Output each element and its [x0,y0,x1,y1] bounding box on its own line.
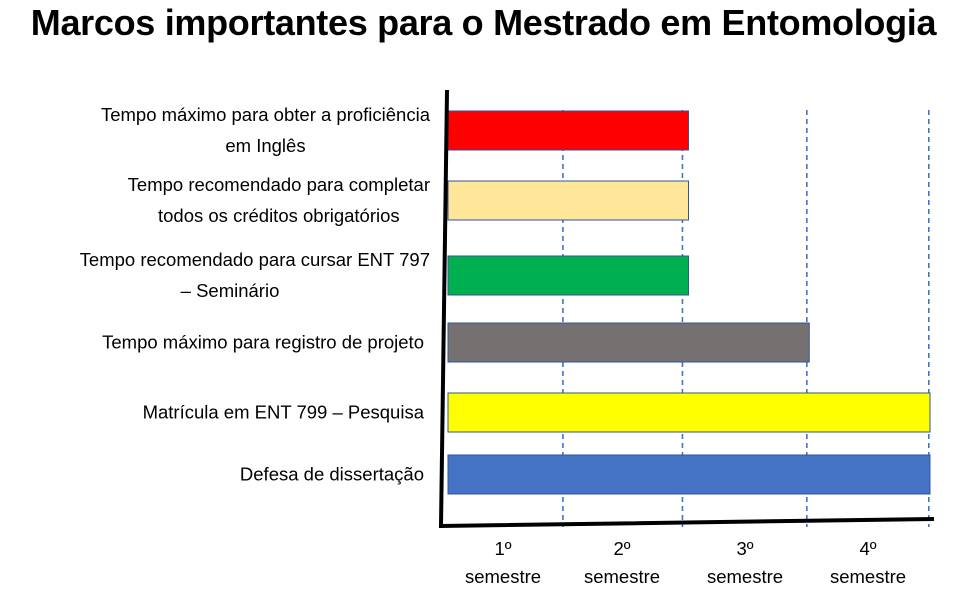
category-label-1: Tempo máximo para obter a proficiência em… [101,104,431,156]
x-tick-label-1-line-1: 1º [494,538,511,559]
category-label-3-line-1: Tempo recomendado para cursar ENT 797 [80,249,430,270]
y-axis-line [438,89,450,529]
x-tick-label-3-line-2: semestre [707,566,783,587]
grid-lines [562,110,930,527]
x-tick-label-3: 3º semestre [707,538,783,587]
page-title: Marcos importantes para o Mestrado em En… [30,2,937,43]
category-label-1-line-2: em Inglês [225,135,305,156]
x-tick-labels: 1º semestre 2º semestre 3º semestre 4º semestre [465,538,906,587]
category-label-5-line-1: Matrícula em ENT 799 – Pesquisa [143,402,425,423]
category-label-6: Defesa de dissertação [240,464,424,485]
category-label-4: Tempo máximo para registro de projeto [102,332,424,353]
x-tick-label-2: 2º semestre [584,538,660,587]
category-label-5: Matrícula em ENT 799 – Pesquisa [143,402,425,423]
bars [447,110,931,495]
bar-6 [447,454,931,495]
bar-5 [447,392,931,433]
x-tick-label-4: 4º semestre [830,538,906,587]
category-label-1-line-1: Tempo máximo para obter a proficiência [101,104,431,125]
category-label-3-line-2: – Seminário [181,280,280,301]
bar-1 [447,110,689,151]
x-tick-label-2-line-2: semestre [584,566,660,587]
category-label-2-line-2: todos os créditos obrigatórios [158,205,400,226]
x-axis-line [438,516,935,529]
category-label-3: Tempo recomendado para cursar ENT 797 – S… [80,249,430,301]
x-tick-label-1: 1º semestre [465,538,541,587]
category-label-6-line-1: Defesa de dissertação [240,464,424,485]
x-tick-label-4-line-2: semestre [830,566,906,587]
x-tick-label-3-line-1: 3º [736,538,753,559]
category-label-4-line-1: Tempo máximo para registro de projeto [102,332,424,353]
axes [438,89,935,529]
bar-3 [447,255,689,296]
bar-4 [447,322,810,363]
category-labels: Tempo máximo para obter a proficiência em… [80,104,431,485]
bar-2 [447,180,689,221]
category-label-2: Tempo recomendado para completar todos os… [128,174,430,226]
x-tick-label-1-line-2: semestre [465,566,541,587]
x-tick-label-4-line-1: 4º [859,538,876,559]
category-label-2-line-1: Tempo recomendado para completar [128,174,430,195]
x-tick-label-2-line-1: 2º [613,538,630,559]
